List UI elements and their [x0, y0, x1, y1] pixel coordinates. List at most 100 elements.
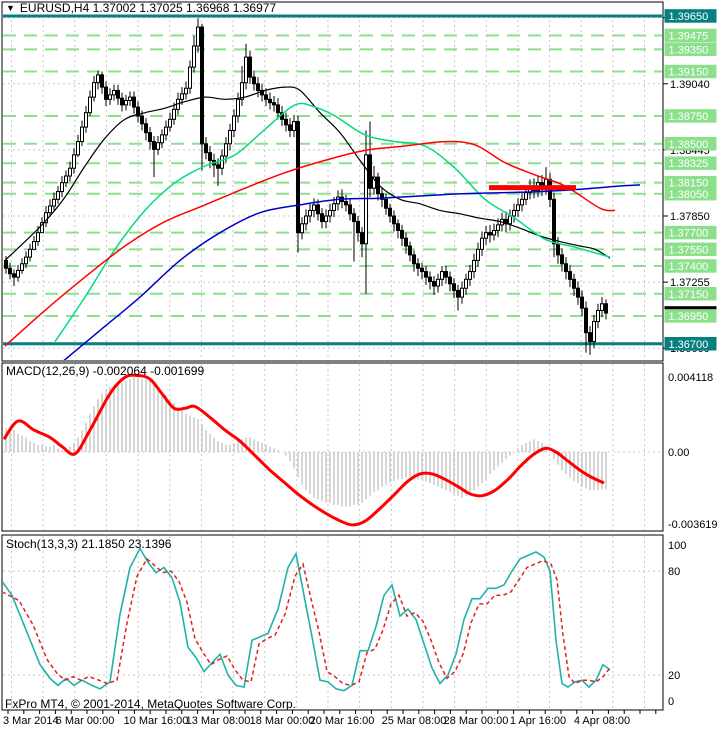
candle-body	[168, 118, 172, 128]
candle-body	[236, 98, 240, 117]
candle-body	[592, 321, 596, 343]
time-axis-label: 1 Apr 16:00	[510, 715, 566, 727]
candle-body	[52, 198, 56, 207]
candle-body	[556, 243, 560, 256]
time-axis-label: 20 Mar 16:00	[310, 715, 375, 727]
stoch-scale-label: 20	[668, 670, 680, 682]
candle-body	[364, 154, 368, 245]
candle-body	[112, 89, 116, 96]
candle-body	[428, 276, 432, 283]
candle-body	[368, 154, 372, 189]
level-price-chip: 1.38750	[669, 111, 709, 123]
candle-body	[480, 237, 484, 250]
candle-body	[292, 121, 296, 131]
level-price-chip-bg	[664, 136, 717, 151]
candle-body	[228, 129, 232, 145]
time-axis-label: 18 Mar 00:00	[250, 715, 315, 727]
level-price-chip-bg	[664, 28, 717, 43]
candle-body	[388, 207, 392, 217]
candle-body	[420, 267, 424, 273]
candle-body	[604, 303, 608, 314]
level-price-chip: 1.38325	[669, 158, 709, 170]
candle-body	[520, 198, 524, 206]
stoch-scale-label: 100	[668, 540, 686, 552]
panel-border	[1, 534, 664, 711]
ma-slowest-blue	[63, 184, 641, 360]
candle-body	[140, 115, 144, 125]
candle-body	[100, 74, 104, 88]
candle-body	[416, 263, 420, 269]
candle-body	[444, 271, 448, 278]
candle-body	[156, 142, 160, 150]
candle-body	[272, 102, 276, 106]
candle-body	[92, 82, 96, 98]
candle-body	[328, 209, 332, 217]
candle-body	[352, 213, 356, 223]
macd-scale-label: 0.00	[668, 447, 689, 459]
candle-body	[128, 96, 132, 101]
level-price-chip: 1.39350	[669, 44, 709, 56]
candle-body	[396, 223, 400, 231]
candle-body	[508, 215, 512, 225]
candle-body	[28, 248, 32, 258]
level-price-chip-bg	[664, 309, 717, 323]
candle-body	[232, 115, 236, 131]
candle-body	[264, 94, 268, 100]
candle-body	[448, 276, 452, 285]
macd-scale-label: -0.003619	[668, 519, 717, 531]
symbol-ohlc-text: EURUSD,H4 1.37002 1.37025 1.36968 1.3697…	[19, 1, 277, 15]
stoch-k-line	[3, 546, 611, 692]
stoch-scale-label: 80	[668, 566, 680, 578]
candle-body	[360, 232, 364, 245]
candle-body	[64, 175, 68, 184]
candle-body	[68, 167, 72, 177]
macd-histogram	[5, 377, 607, 507]
candle-body	[432, 281, 436, 287]
candle-body	[312, 204, 316, 211]
candle-body	[148, 132, 152, 143]
candle-body	[8, 267, 12, 275]
candle-body	[144, 123, 148, 134]
candle-body	[224, 143, 228, 157]
candle-body	[584, 307, 588, 334]
candle-body	[252, 76, 256, 85]
candle-body	[188, 66, 192, 89]
macd-signal-line	[3, 373, 605, 527]
candle-body	[440, 271, 444, 280]
time-axis-label: 6 Mar 00:00	[56, 715, 115, 727]
candle-body	[404, 237, 408, 247]
candle-body	[256, 83, 260, 91]
candle-body	[192, 45, 196, 68]
candle-body	[336, 196, 340, 205]
macd-scale-label: 0.004118	[668, 372, 713, 384]
candle-body	[24, 256, 28, 265]
candle-body	[460, 287, 464, 298]
panel-border	[1, 1, 664, 362]
level-price-chip-bg	[664, 242, 717, 257]
level-price-chip-bg	[664, 156, 717, 170]
stoch-d-line	[3, 557, 611, 687]
candle-body	[332, 203, 336, 211]
symbol-dropdown-icon[interactable]: ▼	[6, 3, 15, 13]
candle-body	[268, 98, 272, 104]
level-price-chip: 1.37550	[669, 244, 709, 256]
candle-body	[488, 232, 492, 236]
level-price-chip-bg	[664, 225, 717, 240]
candle-body	[572, 278, 576, 289]
candle-body	[468, 271, 472, 280]
level-price-chip-bg	[664, 175, 717, 190]
price-tick-label: 1.37850	[670, 211, 710, 223]
candle-body	[472, 259, 476, 273]
candle-body	[372, 176, 376, 189]
time-axis-label: 28 Mar 00:00	[444, 715, 509, 727]
time-axis-label: 3 Mar 2014	[3, 715, 59, 727]
candle-body	[180, 93, 184, 100]
candle-body	[260, 89, 264, 96]
level-price-chip-bg	[664, 109, 717, 123]
candle-body	[244, 56, 248, 84]
level-price-chip-bg	[664, 286, 717, 301]
candle-body	[324, 215, 328, 223]
candle-body	[44, 212, 48, 224]
